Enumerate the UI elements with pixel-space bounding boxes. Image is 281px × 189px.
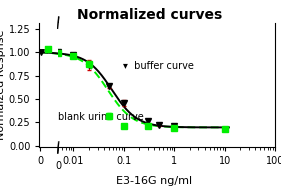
- Point: [45, 47, 50, 50]
- Point: [38, 51, 43, 54]
- Title: Normalized curves: Normalized curves: [77, 8, 222, 22]
- Text: E3-16G ng/ml: E3-16G ng/ml: [117, 177, 192, 186]
- Y-axis label: Normalzed Respnse: Normalzed Respnse: [0, 30, 6, 140]
- Text: 0: 0: [55, 161, 61, 171]
- Text: blank urine curve: blank urine curve: [58, 112, 144, 122]
- Text: ▾  buffer curve: ▾ buffer curve: [123, 61, 194, 71]
